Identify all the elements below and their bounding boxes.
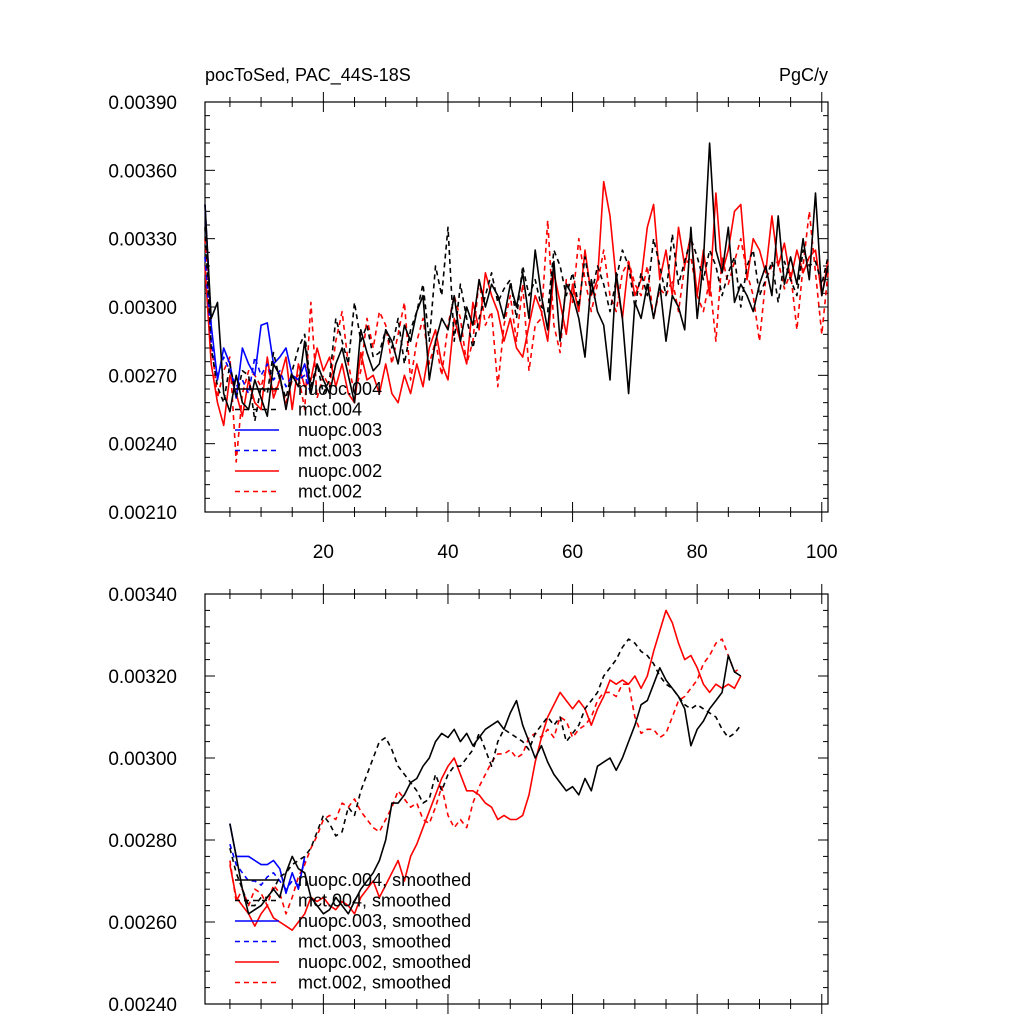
y-tick-label: 0.00360 bbox=[108, 161, 177, 182]
units-label: PgC/y bbox=[779, 65, 828, 85]
legend-label: nuopc.003, smoothed bbox=[298, 911, 471, 931]
series-line-mct-002-smoothed bbox=[229, 638, 742, 915]
x-tick-label: 40 bbox=[437, 542, 458, 563]
y-tick-label: 0.00260 bbox=[108, 913, 177, 934]
legend-label: mct.002, smoothed bbox=[298, 973, 451, 993]
x-tick-label: 100 bbox=[806, 542, 838, 563]
series-line-mct-003 bbox=[204, 256, 312, 395]
legend-label: nuopc.002, smoothed bbox=[298, 952, 471, 972]
legend-label: mct.004 bbox=[298, 400, 362, 420]
legend-label: mct.002 bbox=[298, 482, 362, 502]
y-tick-label: 0.00300 bbox=[108, 749, 177, 770]
y-tick-label: 0.00270 bbox=[108, 366, 177, 387]
series-line-mct-004 bbox=[204, 226, 829, 422]
series-line-nuopc-003-smoothed bbox=[229, 823, 306, 895]
bottom-panel: 0.00240 0.00260 0.00280 0.00300 0.00320 0.003… bbox=[108, 584, 829, 1016]
series-line-mct-003-smoothed bbox=[229, 843, 306, 891]
legend-label: nuopc.004 bbox=[298, 379, 382, 399]
y-tick-label: 0.00210 bbox=[108, 503, 177, 524]
legend-label: mct.003 bbox=[298, 441, 362, 461]
series-line-mct-002 bbox=[204, 210, 829, 463]
plot-frame bbox=[204, 593, 829, 1005]
top-panel: 0.00210 0.00240 0.00270 0.00300 0.00330 0.003… bbox=[108, 92, 838, 563]
legend-label: mct.003, smoothed bbox=[298, 932, 451, 952]
legend-label: mct.004, smoothed bbox=[298, 891, 451, 911]
y-tick-label: 0.00240 bbox=[108, 435, 177, 456]
y-tick-label: 0.00390 bbox=[108, 93, 177, 114]
series-line-nuopc-004-smoothed bbox=[229, 654, 742, 915]
y-tick-label: 0.00240 bbox=[108, 995, 177, 1016]
series-line-nuopc-002-smoothed bbox=[229, 609, 742, 932]
x-tick-label: 80 bbox=[687, 542, 708, 563]
series-line-nuopc-003 bbox=[204, 204, 312, 399]
y-tick-label: 0.00320 bbox=[108, 667, 177, 688]
y-tick-label: 0.00300 bbox=[108, 298, 177, 319]
x-tick-label: 20 bbox=[313, 542, 334, 563]
series-line-mct-004-smoothed bbox=[229, 638, 742, 907]
series-line-nuopc-004 bbox=[204, 142, 829, 418]
y-tick-label: 0.00330 bbox=[108, 230, 177, 251]
plot-title: pocToSed, PAC_44S-18S bbox=[205, 65, 411, 86]
legend-label: nuopc.003 bbox=[298, 420, 382, 440]
legend-label: nuopc.002 bbox=[298, 461, 382, 481]
x-tick-label: 60 bbox=[562, 542, 583, 563]
y-tick-label: 0.00280 bbox=[108, 831, 177, 852]
legend-label: nuopc.004, smoothed bbox=[298, 870, 471, 890]
y-tick-label: 0.00340 bbox=[108, 585, 177, 606]
